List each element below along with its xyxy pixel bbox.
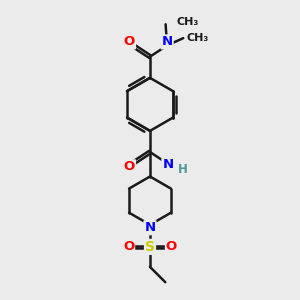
- Text: O: O: [124, 35, 135, 48]
- Text: N: N: [161, 35, 172, 48]
- Text: N: N: [144, 221, 156, 234]
- Text: O: O: [166, 240, 177, 254]
- Text: H: H: [178, 163, 188, 176]
- Text: N: N: [162, 158, 173, 171]
- Text: O: O: [123, 240, 134, 254]
- Text: S: S: [145, 240, 155, 254]
- Text: CH₃: CH₃: [177, 17, 199, 27]
- Text: CH₃: CH₃: [187, 33, 209, 43]
- Text: O: O: [124, 160, 135, 173]
